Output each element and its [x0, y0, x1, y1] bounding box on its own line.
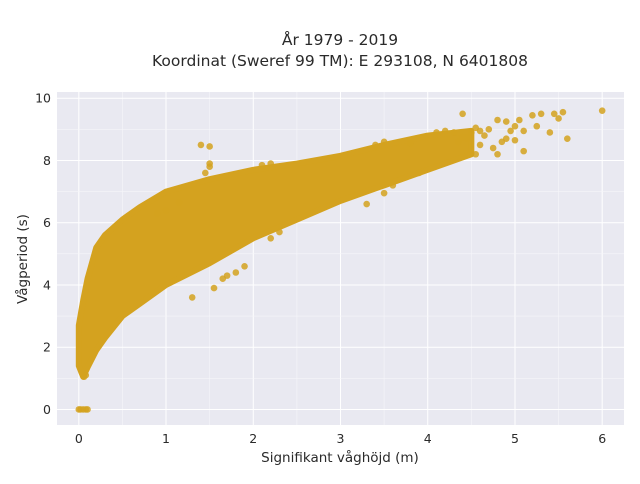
scatter-point: [210, 284, 218, 292]
scatter-point: [206, 143, 213, 150]
x-tick-label: 3: [337, 431, 345, 446]
scatter-point: [463, 135, 471, 142]
scatter-point: [468, 129, 475, 136]
scatter-point: [516, 116, 523, 124]
scatter-point: [175, 199, 183, 206]
axis-ticks: 0 1 2 3 4 5 6 0 2 4 6 8 10: [35, 91, 606, 446]
scatter-point: [494, 150, 501, 158]
scatter-point: [459, 110, 466, 118]
scatter-point: [206, 163, 213, 170]
scatter-point: [529, 112, 536, 119]
scatter-point: [188, 294, 196, 301]
y-tick-label: 8: [43, 153, 51, 168]
y-axis-title: Vågperiod (s): [14, 214, 31, 304]
y-tick-label: 0: [43, 402, 51, 417]
scatter-point: [84, 406, 91, 413]
x-tick-label: 5: [511, 431, 519, 446]
y-tick-label: 2: [43, 340, 51, 355]
scatter-point: [197, 141, 205, 149]
scatter-point: [559, 108, 567, 116]
scatter-point: [502, 135, 510, 142]
scatter-point: [520, 147, 527, 155]
scatter-point: [232, 269, 240, 276]
scatter-point: [520, 127, 527, 135]
scatter-point: [472, 124, 480, 132]
scatter-point: [476, 141, 484, 149]
scatter-point: [511, 136, 519, 144]
scatter-point: [481, 132, 488, 139]
scatter-point: [489, 144, 497, 152]
scatter-point: [162, 206, 170, 214]
scatter-point: [258, 161, 266, 169]
scatter-point: [267, 234, 275, 242]
point-cloud: [75, 127, 475, 380]
scatter-point: [537, 110, 545, 118]
scatter-point: [363, 200, 370, 208]
x-tick-label: 2: [249, 431, 257, 446]
x-tick-label: 4: [424, 431, 432, 446]
scatter-point: [598, 107, 606, 114]
chart-title-line2: Koordinat (Sweref 99 TM): E 293108, N 64…: [152, 52, 528, 70]
scatter-point: [380, 189, 388, 197]
x-tick-label: 0: [75, 431, 83, 446]
scatter-point: [550, 110, 558, 118]
scatter-point: [389, 182, 397, 189]
scatter-point: [450, 129, 458, 136]
scatter-point: [82, 371, 90, 379]
scatter-point: [454, 138, 462, 146]
scatter-point: [433, 129, 440, 136]
scatter-point: [502, 118, 510, 125]
chart-title-line1: År 1979 - 2019: [282, 30, 398, 49]
scatter-point: [555, 115, 562, 122]
x-tick-label: 1: [162, 431, 170, 446]
scatter-point: [241, 262, 248, 270]
scatter-point: [546, 129, 554, 136]
scatter-point: [511, 122, 519, 130]
x-tick-label: 6: [598, 431, 606, 446]
scatter-point: [267, 160, 275, 167]
scatter-point: [380, 138, 388, 146]
scatter-point: [507, 127, 514, 135]
scatter-point: [485, 126, 493, 133]
scatter-point: [154, 210, 161, 217]
dense-point-region: [75, 127, 475, 380]
scatter-point: [372, 141, 379, 149]
y-tick-label: 4: [43, 277, 51, 292]
y-tick-label: 10: [35, 91, 51, 106]
scatter-point: [472, 150, 480, 158]
y-tick-label: 6: [43, 215, 51, 230]
scatter-point: [276, 228, 283, 236]
scatter-point: [494, 116, 501, 124]
scatter-point: [223, 272, 231, 279]
scatter-point: [415, 169, 423, 177]
scatter-point: [406, 140, 414, 147]
scatter-points: [75, 107, 606, 413]
scatter-point: [441, 127, 449, 135]
scatter-point: [533, 122, 541, 130]
scatter-point: [201, 169, 209, 177]
scatter-point: [564, 135, 571, 142]
x-axis-title: Signifikant våghöjd (m): [261, 449, 419, 466]
